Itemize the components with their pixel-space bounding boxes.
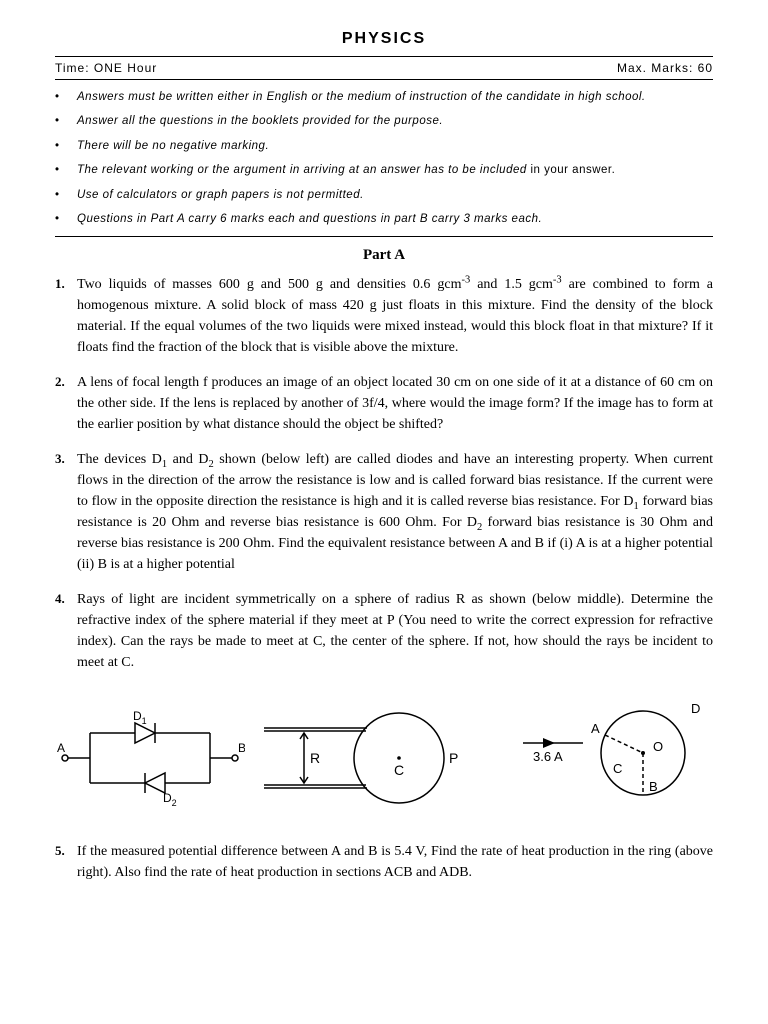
question-3-body: The devices D1 and D2 shown (below left)… (77, 449, 713, 575)
question-4-body: Rays of light are incident symmetrically… (77, 589, 713, 673)
rule-meta (55, 79, 713, 80)
instruction-3: There will be no negative marking. (77, 137, 269, 155)
question-4: 4. Rays of light are incident symmetrica… (55, 589, 713, 673)
svg-text:R: R (310, 750, 320, 766)
meta-row: Time: ONE Hour Max. Marks: 60 (55, 61, 713, 75)
question-1-body: Two liquids of masses 600 g and 500 g an… (77, 274, 713, 358)
diagrams-row: A B D1 D2 R C P (55, 693, 713, 823)
svg-text:C: C (394, 762, 404, 778)
questions-list: 1. Two liquids of masses 600 g and 500 g… (55, 274, 713, 673)
svg-text:P: P (449, 750, 458, 766)
rule-bottom (55, 236, 713, 237)
svg-text:O: O (653, 739, 663, 754)
questions-list-after: 5. If the measured potential difference … (55, 841, 713, 883)
svg-text:B: B (238, 741, 245, 755)
question-2: 2. A lens of focal length f produces an … (55, 372, 713, 435)
instruction-1: Answers must be written either in Englis… (77, 88, 646, 106)
diagram-sphere: R C P (264, 703, 494, 813)
time-label: Time: ONE Hour (55, 61, 157, 75)
part-a-heading: Part A (55, 247, 713, 264)
instruction-5: Use of calculators or graph papers is no… (77, 186, 364, 204)
svg-text:B: B (649, 779, 658, 794)
instructions-block: •Answers must be written either in Engli… (55, 88, 713, 228)
question-5-body: If the measured potential difference bet… (77, 841, 713, 883)
instruction-2: Answer all the questions in the booklets… (77, 112, 443, 130)
svg-text:3.6 A: 3.6 A (533, 749, 563, 764)
rule-top (55, 56, 713, 57)
diagram-ring: 3.6 A A B C D O (513, 693, 713, 823)
instruction-4: The relevant working or the argument in … (77, 161, 615, 179)
instruction-6: Questions in Part A carry 6 marks each a… (77, 210, 542, 228)
question-1: 1. Two liquids of masses 600 g and 500 g… (55, 274, 713, 358)
diagram-diodes: A B D1 D2 (55, 708, 245, 808)
question-2-body: A lens of focal length f produces an ima… (77, 372, 713, 435)
marks-label: Max. Marks: 60 (617, 61, 713, 75)
svg-text:A: A (591, 721, 600, 736)
page-title: PHYSICS (55, 30, 713, 48)
svg-text:A: A (57, 741, 65, 755)
svg-text:D2: D2 (163, 791, 177, 808)
question-5: 5. If the measured potential difference … (55, 841, 713, 883)
svg-text:C: C (613, 761, 622, 776)
svg-text:D: D (691, 701, 700, 716)
question-3: 3. The devices D1 and D2 shown (below le… (55, 449, 713, 575)
